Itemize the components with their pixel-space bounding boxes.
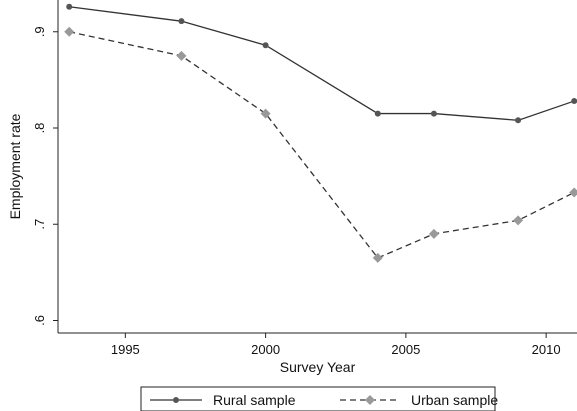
y-axis: .6 .7 .8 .9 bbox=[32, 26, 58, 326]
series-line bbox=[69, 6, 575, 121]
x-tick-label: 2010 bbox=[532, 342, 561, 357]
y-tick-label: .7 bbox=[32, 219, 47, 230]
legend-box bbox=[140, 386, 496, 411]
data-point bbox=[515, 117, 522, 124]
data-point bbox=[571, 98, 577, 105]
data-point bbox=[513, 215, 524, 226]
series-layer bbox=[64, 3, 577, 263]
legend-label: Rural sample bbox=[213, 392, 296, 408]
series-line bbox=[69, 31, 575, 259]
y-tick-label: .8 bbox=[32, 123, 47, 134]
data-point bbox=[430, 110, 437, 117]
legend: Rural sample Urban sample bbox=[140, 386, 498, 411]
x-tick-label: 2000 bbox=[251, 342, 280, 357]
data-point bbox=[178, 18, 185, 25]
data-point bbox=[176, 50, 187, 61]
x-tick-label: 1995 bbox=[111, 342, 140, 357]
data-point bbox=[262, 42, 269, 49]
legend-label: Urban sample bbox=[411, 392, 498, 408]
data-point bbox=[372, 252, 383, 263]
legend-marker bbox=[173, 397, 179, 403]
y-tick-label: .9 bbox=[32, 26, 47, 37]
plot-area bbox=[57, 0, 577, 334]
y-tick-label: .6 bbox=[32, 315, 47, 326]
data-point bbox=[428, 228, 439, 239]
x-axis-title: Survey Year bbox=[280, 359, 356, 375]
series-urban bbox=[64, 26, 577, 263]
x-axis: 1995 2000 2005 2010 bbox=[111, 333, 561, 357]
y-axis-title: Employment rate bbox=[7, 113, 23, 219]
series-rural bbox=[66, 3, 577, 124]
data-point bbox=[66, 3, 73, 10]
data-point bbox=[374, 110, 381, 117]
data-point bbox=[64, 26, 75, 37]
x-tick-label: 2005 bbox=[391, 342, 420, 357]
data-point bbox=[260, 108, 271, 119]
legend-marker bbox=[365, 395, 375, 405]
data-point bbox=[569, 187, 577, 198]
